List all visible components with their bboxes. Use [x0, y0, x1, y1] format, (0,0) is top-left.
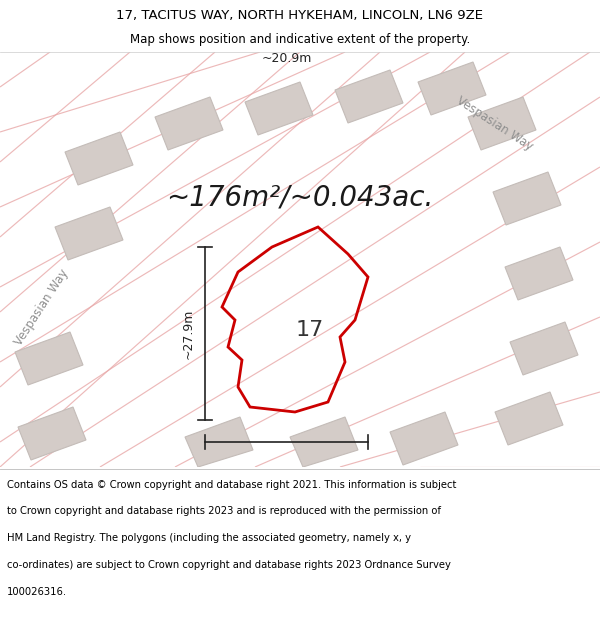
Text: ~27.9m: ~27.9m	[182, 308, 194, 359]
Polygon shape	[245, 82, 313, 135]
Text: 17, TACITUS WAY, NORTH HYKEHAM, LINCOLN, LN6 9ZE: 17, TACITUS WAY, NORTH HYKEHAM, LINCOLN,…	[116, 9, 484, 22]
Text: Vespasian Way: Vespasian Way	[454, 94, 536, 154]
Polygon shape	[493, 172, 561, 225]
Text: 17: 17	[296, 320, 324, 340]
Text: HM Land Registry. The polygons (including the associated geometry, namely x, y: HM Land Registry. The polygons (includin…	[7, 533, 411, 543]
Polygon shape	[18, 407, 86, 460]
Polygon shape	[418, 62, 486, 115]
Polygon shape	[335, 70, 403, 123]
Polygon shape	[65, 132, 133, 185]
Polygon shape	[15, 332, 83, 385]
Polygon shape	[185, 417, 253, 467]
Text: ~176m²/~0.043ac.: ~176m²/~0.043ac.	[166, 183, 434, 211]
Text: Contains OS data © Crown copyright and database right 2021. This information is : Contains OS data © Crown copyright and d…	[7, 479, 457, 489]
Polygon shape	[468, 97, 536, 150]
Text: ~20.9m: ~20.9m	[262, 52, 311, 66]
Polygon shape	[390, 412, 458, 465]
Text: Map shows position and indicative extent of the property.: Map shows position and indicative extent…	[130, 32, 470, 46]
Text: to Crown copyright and database rights 2023 and is reproduced with the permissio: to Crown copyright and database rights 2…	[7, 506, 441, 516]
Polygon shape	[55, 207, 123, 260]
Text: Vespasian Way: Vespasian Way	[13, 266, 71, 348]
Polygon shape	[495, 392, 563, 445]
Polygon shape	[505, 247, 573, 300]
Text: 100026316.: 100026316.	[7, 587, 67, 597]
Polygon shape	[290, 417, 358, 467]
Text: co-ordinates) are subject to Crown copyright and database rights 2023 Ordnance S: co-ordinates) are subject to Crown copyr…	[7, 560, 451, 570]
Polygon shape	[155, 97, 223, 150]
Polygon shape	[510, 322, 578, 375]
